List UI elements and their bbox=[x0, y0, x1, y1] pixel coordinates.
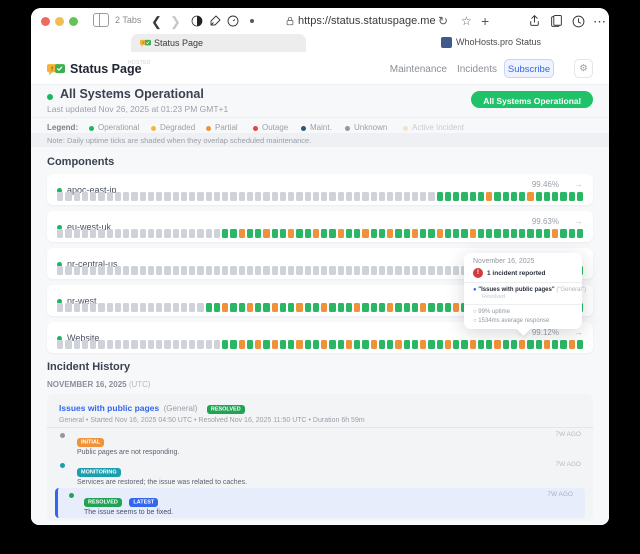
svg-text:!: ! bbox=[143, 41, 144, 45]
svg-text:!: ! bbox=[51, 66, 53, 72]
